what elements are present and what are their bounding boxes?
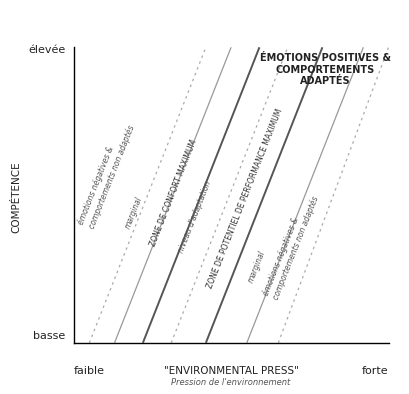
- Text: niveau d'adaptation: niveau d'adaptation: [177, 180, 213, 254]
- Text: ZONE DE CONFORT MAXIMUM: ZONE DE CONFORT MAXIMUM: [149, 139, 199, 248]
- Text: Pression de l'environnement: Pression de l'environnement: [171, 378, 291, 387]
- Text: émotions négatives &
comportements non adaptés: émotions négatives & comportements non a…: [261, 191, 320, 301]
- Text: émotions négatives &
comportements non adaptés: émotions négatives & comportements non a…: [76, 120, 136, 230]
- Text: faible: faible: [74, 366, 105, 376]
- Text: ÉMOTIONS POSITIVES &
COMPORTEMENTS
ADAPTÉS: ÉMOTIONS POSITIVES & COMPORTEMENTS ADAPT…: [260, 53, 391, 86]
- Text: forte: forte: [362, 366, 389, 376]
- Text: marginal: marginal: [124, 196, 144, 230]
- Text: marginal: marginal: [246, 249, 267, 284]
- Text: basse: basse: [33, 331, 65, 341]
- Text: ZONE DE POTENTIEL DE PERFORMANCE MAXIMUM: ZONE DE POTENTIEL DE PERFORMANCE MAXIMUM: [205, 107, 284, 290]
- Text: COMPÉTENCE: COMPÉTENCE: [11, 161, 21, 233]
- Text: élevée: élevée: [28, 45, 65, 55]
- Text: "ENVIRONMENTAL PRESS": "ENVIRONMENTAL PRESS": [164, 366, 299, 376]
